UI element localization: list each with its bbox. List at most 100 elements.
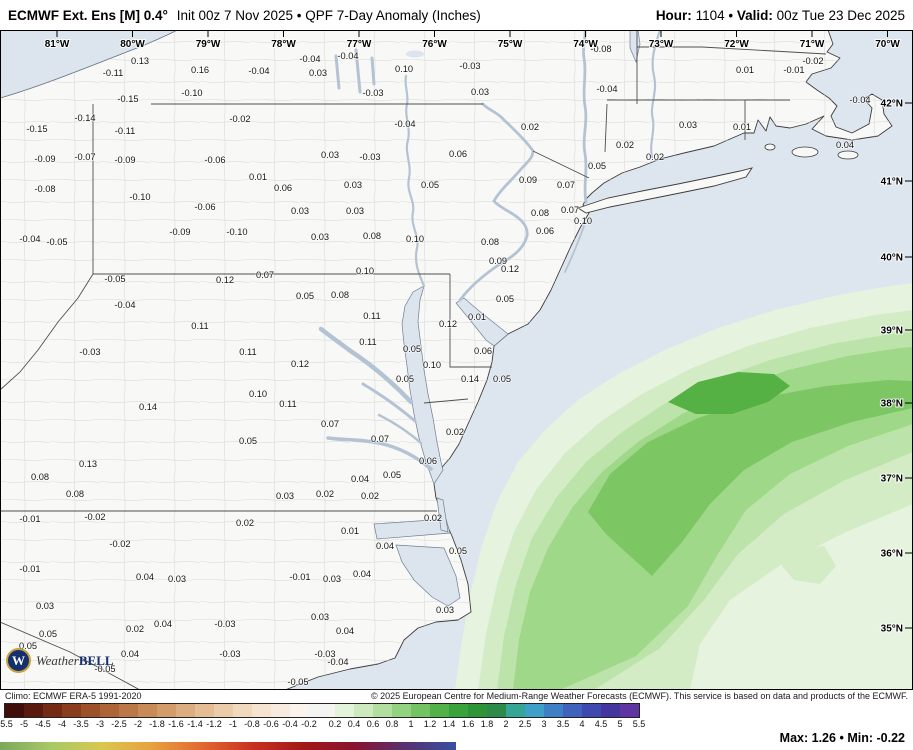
anomaly-value: -0.03 [362, 88, 383, 98]
anomaly-value: 0.05 [383, 470, 401, 480]
colorbar-tick: 1.6 [461, 719, 475, 729]
anomaly-value: -0.03 [359, 152, 380, 162]
block-island [764, 143, 776, 151]
anomaly-value: 0.04 [336, 626, 354, 636]
anomaly-value: -0.01 [289, 572, 310, 582]
anomaly-value: -0.06 [194, 202, 215, 212]
max-label: Max: [779, 731, 809, 745]
anomaly-value: 0.05 [296, 291, 314, 301]
colorbar-tick: 1.8 [480, 719, 494, 729]
anomaly-value: 0.10 [574, 216, 592, 226]
anomaly-value: 0.10 [423, 360, 441, 370]
anomaly-value: 0.08 [481, 237, 499, 247]
colorbar-segment [214, 704, 233, 717]
anomaly-value: 0.05 [493, 374, 511, 384]
anomaly-value: 0.04 [836, 140, 854, 150]
anomaly-value: -0.04 [248, 66, 269, 76]
anomaly-value: -0.01 [19, 564, 40, 574]
hudson-river [582, 30, 588, 204]
chesapeake-bay [401, 285, 444, 485]
anomaly-value: -0.11 [103, 68, 124, 78]
anomaly-value: -0.04 [19, 234, 40, 244]
colorbar-segment [582, 704, 601, 717]
rivers [318, 30, 662, 471]
lat-label: 36°N [881, 549, 903, 560]
colorbar-segment [506, 704, 525, 717]
anomaly-value: 0.05 [496, 294, 514, 304]
anomaly-value: 0.10 [395, 64, 413, 74]
anomaly-value: 0.11 [363, 311, 380, 321]
logo-weather-text: Weather [36, 652, 79, 668]
colorbar-segment [487, 704, 506, 717]
anomaly-value: 0.02 [646, 152, 664, 162]
attribution-row: Climo: ECMWF ERA-5 1991-2020 © 2025 Euro… [0, 691, 913, 701]
anomaly-value: -0.03 [459, 61, 480, 71]
anomaly-value: 0.04 [136, 572, 154, 582]
anomaly-value: -0.02 [84, 512, 105, 522]
valid-value: 00z Tue 23 Dec 2025 [776, 7, 905, 23]
lon-label: 76°W [422, 39, 447, 50]
colorbar-tick: 0.6 [366, 719, 380, 729]
anomaly-value: 0.06 [474, 346, 492, 356]
lon-label: 75°W [498, 39, 523, 50]
anomaly-value: 0.03 [276, 491, 294, 501]
colorbar-tick: 1 [408, 719, 414, 729]
anomaly-value: 0.12 [291, 359, 309, 369]
anomaly-value: -0.04 [596, 84, 617, 94]
anomaly-value: 0.09 [519, 175, 537, 185]
nj-barnegat-lagoon [564, 225, 585, 273]
anomaly-value: 0.05 [449, 546, 467, 556]
anomaly-value: -0.15 [117, 94, 138, 104]
anomaly-value: 0.02 [236, 518, 254, 528]
state-borders [0, 30, 827, 690]
anomaly-value: 0.03 [471, 87, 489, 97]
county-texture [0, 30, 892, 690]
anomaly-value: 0.05 [239, 436, 257, 446]
anomaly-value: -0.05 [104, 274, 125, 284]
anomaly-value: 0.05 [396, 374, 414, 384]
colorbar-tick: -3.5 [73, 719, 89, 729]
anomaly-value: 0.02 [361, 491, 379, 501]
colorbar-segment [373, 704, 392, 717]
anomaly-value-layer: -0.11 0.13 0.16 -0.04 -0.04 0.03 -0.04 0.10 -0.0… [18, 43, 871, 688]
colorbar-tick: 4 [579, 719, 585, 729]
climo-note: Climo: ECMWF ERA-5 1991-2020 [5, 691, 142, 701]
anomaly-value: -0.03 [219, 649, 240, 659]
map-title: ECMWF Ext. Ens [M] 0.4° Init 00z 7 Nov 2… [8, 8, 481, 23]
anomaly-value: 0.14 [139, 402, 157, 412]
anomaly-value: 0.05 [403, 344, 421, 354]
anomaly-value: 0.03 [679, 120, 697, 130]
colorbar-segment [525, 704, 544, 717]
colorbar-tick: -1.6 [168, 719, 184, 729]
anomaly-contours-positive [455, 283, 913, 690]
lake-champlain [629, 30, 641, 64]
anomaly-value: -0.10 [129, 192, 150, 202]
lon-label: 77°W [347, 39, 372, 50]
anomaly-value: 0.02 [521, 122, 539, 132]
valid-time-info: Hour: 1104 • Valid: 00z Tue 23 Dec 2025 [656, 8, 905, 23]
colorbar-segment [119, 704, 138, 717]
init-and-product: Init 00z 7 Nov 2025 • QPF 7-Day Anomaly … [176, 7, 481, 23]
currituck-sound [436, 497, 449, 533]
anomaly-value: -0.02 [802, 56, 823, 66]
anomaly-value: -0.09 [34, 154, 55, 164]
map-area[interactable]: -0.11 0.13 0.16 -0.04 -0.04 0.03 -0.04 0.10 -0.0… [0, 30, 913, 690]
potomac-river [318, 326, 414, 405]
max-min-readout: Max: 1.26 • Min: -0.22 [780, 731, 905, 745]
anomaly-value: -0.10 [226, 227, 247, 237]
separator-dot: • [728, 7, 734, 23]
colorbar-tick: 4.5 [594, 719, 608, 729]
copyright-note: © 2025 European Centre for Medium-Range … [370, 691, 908, 701]
anomaly-value: -0.04 [299, 54, 320, 64]
colorbar-tick: -0.2 [301, 719, 317, 729]
land [0, 30, 893, 690]
forecast-map-svg: -0.11 0.13 0.16 -0.04 -0.04 0.03 -0.04 0.10 -0.0… [0, 30, 913, 690]
colorbar-tick: -1.4 [187, 719, 203, 729]
anomaly-value: 0.03 [168, 574, 186, 584]
anomaly-value: 0.13 [79, 459, 97, 469]
anomaly-value: 0.02 [424, 513, 442, 523]
colorbar-tick: -0.8 [244, 719, 260, 729]
anomaly-value: -0.09 [114, 155, 135, 165]
anomaly-value: 0.02 [616, 140, 634, 150]
anomaly-value: -0.03 [79, 347, 100, 357]
